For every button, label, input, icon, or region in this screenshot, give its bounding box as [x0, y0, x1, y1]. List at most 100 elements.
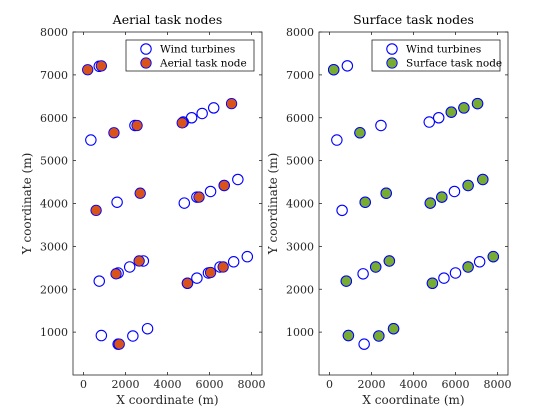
y-tick-label: 6000	[286, 112, 314, 125]
task-node-point	[424, 197, 436, 209]
wind-turbine-point	[95, 329, 108, 342]
task-node-point	[359, 196, 371, 208]
y-tick-label: 4000	[40, 198, 68, 211]
legend-marker	[386, 57, 398, 69]
x-tick-label: 4000	[400, 378, 428, 391]
y-tick-label: 3000	[40, 240, 68, 253]
task-node-point	[477, 173, 489, 186]
task-node-point	[133, 255, 145, 267]
y-tick-label: 1000	[40, 326, 68, 339]
task-node-point	[218, 179, 230, 192]
chart-panel-1: 0 2000 4000 6000 8000 1000 2000 3000 4000 5000 600…	[20, 12, 266, 407]
y-tick-label: 6000	[40, 112, 68, 125]
x-tick-label: 8000	[238, 378, 266, 391]
y-tick-label: 8000	[286, 26, 314, 39]
wind-turbine-point	[85, 134, 97, 146]
wind-turbine-point	[449, 267, 462, 279]
wind-turbine-point	[178, 197, 191, 209]
task-node-point	[462, 261, 474, 273]
y-axis-label: Y coordinate (m)	[266, 153, 280, 256]
task-node-point	[354, 127, 366, 139]
wind-turbine-point	[204, 185, 217, 198]
task-node-point	[373, 330, 385, 342]
y-tick-label: 4000	[286, 198, 314, 211]
x-tick-label: 6000	[442, 378, 470, 391]
task-node-point	[110, 268, 122, 280]
task-node-point	[193, 191, 205, 203]
wind-turbine-point	[227, 256, 240, 268]
series-2	[328, 64, 499, 342]
y-tick-label: 1000	[286, 326, 314, 339]
x-tick-label: 2000	[112, 378, 140, 391]
task-node-point	[370, 261, 382, 273]
wind-turbine-point	[438, 272, 450, 284]
task-node-point	[383, 255, 395, 267]
wind-turbine-point	[207, 102, 220, 114]
task-node-point	[131, 119, 143, 132]
task-node-point	[134, 187, 146, 199]
legend: Wind turbines Aerial task node	[125, 39, 255, 72]
wind-turbine-point	[341, 60, 354, 72]
chart-title: Aerial task nodes	[112, 12, 223, 27]
task-node-point	[95, 60, 108, 72]
wind-turbine-point	[336, 204, 348, 217]
task-node-point	[225, 97, 238, 110]
wind-turbine-point	[358, 338, 370, 350]
task-node-point	[340, 275, 352, 287]
y-tick-label: 7000	[40, 69, 68, 82]
wind-turbine-point	[93, 275, 106, 287]
x-axis-label: X coordinate (m)	[116, 393, 218, 407]
task-node-point	[113, 338, 125, 350]
task-node-point	[487, 251, 499, 263]
plot-area	[318, 31, 509, 376]
wind-turbine-point	[473, 256, 486, 268]
task-node-point	[217, 261, 229, 273]
task-node-point	[90, 204, 102, 217]
y-tick-label: 8000	[40, 26, 68, 39]
y-tick-label: 5000	[286, 155, 314, 168]
y-tick-label: 2000	[286, 283, 314, 296]
wind-turbine-point	[375, 119, 387, 132]
task-node-point	[328, 64, 340, 76]
x-tick-label: 2000	[358, 378, 386, 391]
wind-turbine-point	[127, 330, 139, 342]
x-tick-label: 4000	[154, 378, 182, 391]
y-tick-label: 5000	[40, 155, 68, 168]
task-node-point	[387, 323, 400, 335]
wind-turbine-point	[191, 272, 203, 284]
task-node-point	[436, 191, 448, 203]
legend-label: Wind turbines	[406, 44, 481, 56]
task-node-point	[204, 266, 217, 279]
wind-turbine-point	[232, 173, 244, 186]
x-axis-label: X coordinate (m)	[362, 393, 464, 407]
legend: Wind turbines Surface task node	[371, 39, 502, 72]
y-tick-label: 2000	[40, 283, 68, 296]
wind-turbine-point	[196, 107, 208, 120]
series-2	[82, 60, 238, 350]
wind-turbine-point	[111, 196, 123, 208]
x-tick-label: 8000	[484, 378, 512, 391]
y-tick-label: 3000	[286, 240, 314, 253]
task-node-point	[82, 64, 94, 76]
legend-marker	[140, 57, 152, 69]
legend-label: Surface task node	[406, 58, 502, 70]
wind-turbine-point	[448, 185, 461, 198]
legend-marker	[386, 43, 398, 55]
wind-turbine-point	[423, 116, 435, 128]
task-node-point	[108, 127, 120, 139]
task-node-point	[380, 187, 392, 199]
wind-turbine-point	[141, 322, 154, 335]
plot-area	[72, 31, 263, 376]
x-tick-label: 0	[80, 378, 87, 391]
task-node-point	[458, 102, 470, 114]
legend-label: Aerial task node	[159, 58, 247, 70]
task-node-point	[176, 117, 188, 129]
x-tick-label: 0	[326, 378, 333, 391]
task-node-point	[426, 277, 439, 289]
y-tick-label: 7000	[286, 69, 314, 82]
wind-turbine-point	[123, 261, 136, 273]
task-node-point	[445, 106, 457, 118]
task-node-point	[462, 179, 474, 192]
task-node-point	[342, 329, 355, 342]
